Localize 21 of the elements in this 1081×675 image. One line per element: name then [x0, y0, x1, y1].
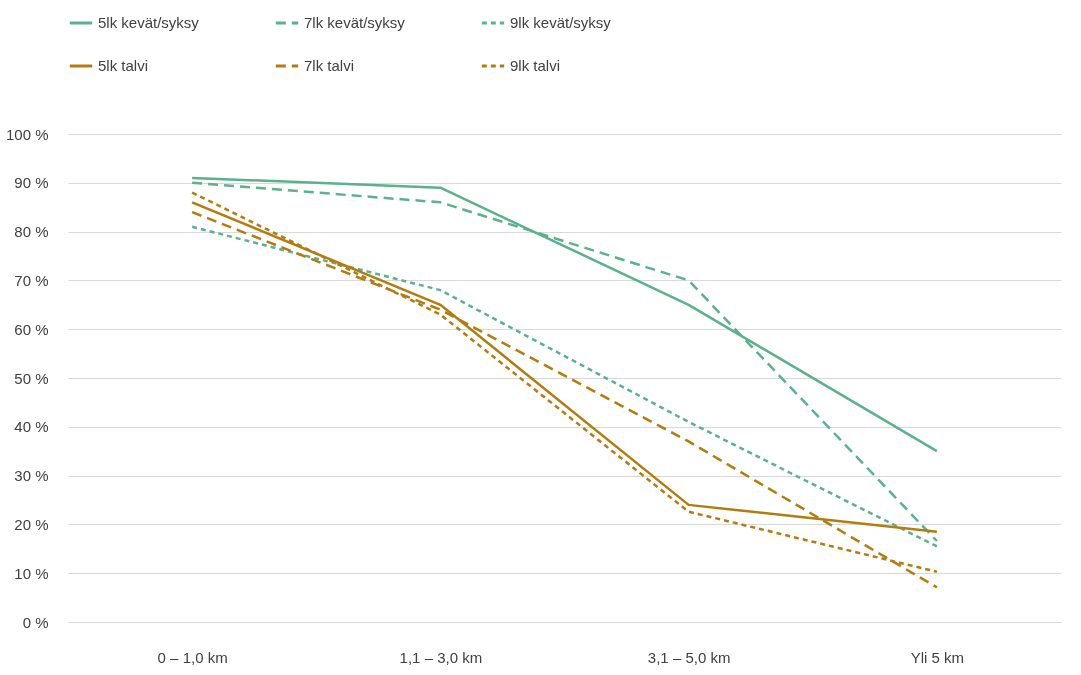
y-tick-label: 80 % [14, 223, 49, 241]
x-tick-label: 1,1 – 3,0 km [399, 648, 483, 666]
x-tick-label: 3,1 – 5,0 km [647, 648, 731, 666]
y-tick-label: 100 % [5, 125, 49, 143]
x-tick-label: Yli 5 km [910, 648, 965, 666]
y-tick-label: 70 % [14, 271, 49, 289]
y-tick-label: 30 % [14, 467, 49, 485]
y-tick-label: 10 % [14, 564, 49, 582]
y-tick-label: 90 % [14, 174, 49, 192]
y-tick-label: 50 % [14, 369, 49, 387]
legend-label: 5lk kevät/syksy [98, 14, 200, 31]
x-tick-label: 0 – 1,0 km [157, 648, 228, 666]
legend-label: 9lk talvi [510, 57, 561, 74]
y-tick-label: 20 % [14, 515, 49, 533]
legend-label: 5lk talvi [98, 57, 149, 74]
legend-label: 9lk kevät/syksy [510, 14, 612, 31]
y-tick-label: 40 % [14, 418, 49, 436]
legend-label: 7lk kevät/syksy [304, 14, 406, 31]
y-tick-label: 0 % [22, 613, 49, 631]
legend-label: 7lk talvi [304, 57, 355, 74]
y-tick-label: 60 % [14, 320, 49, 338]
